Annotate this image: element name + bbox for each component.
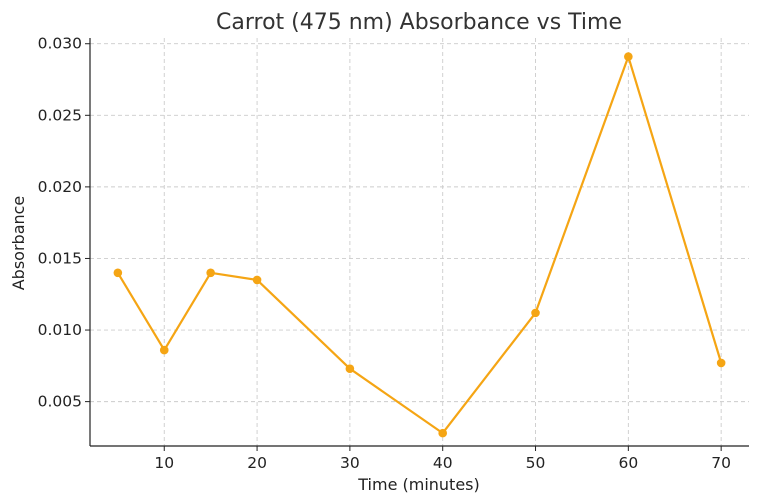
y-tick-label: 0.030 (38, 35, 82, 53)
x-tick-label: 70 (711, 454, 731, 472)
x-axis-label: Time (minutes) (357, 475, 480, 494)
axes: 10 20 30 40 50 60 70 0.005 0.010 0.015 0.020 0.025 0… (38, 35, 749, 472)
data-point (252, 275, 262, 285)
y-tick-label: 0.005 (38, 393, 82, 411)
y-tick-label: 0.025 (38, 106, 82, 124)
x-tick-label: 20 (247, 454, 267, 472)
x-tick-label: 40 (433, 454, 453, 472)
data-point (113, 268, 123, 278)
data-point (159, 345, 169, 355)
y-tick-label: 0.015 (38, 249, 82, 267)
y-tick-label: 0.020 (38, 178, 82, 196)
y-tick-label: 0.010 (38, 321, 82, 339)
data-point (624, 52, 633, 61)
data-point (716, 358, 726, 368)
x-tick-label: 10 (154, 454, 174, 472)
x-tick-label: 50 (526, 454, 546, 472)
chart-title: Carrot (475 nm) Absorbance vs Time (216, 10, 622, 35)
data-point (345, 364, 355, 373)
grid (90, 38, 749, 446)
series-line (116, 55, 723, 435)
data-point (531, 308, 540, 318)
data-point (438, 428, 448, 438)
y-axis-label: Absorbance (9, 196, 28, 291)
series-absorbance (113, 52, 726, 438)
data-point (206, 268, 215, 278)
x-tick-label: 60 (618, 454, 638, 472)
x-tick-label: 30 (340, 454, 360, 472)
